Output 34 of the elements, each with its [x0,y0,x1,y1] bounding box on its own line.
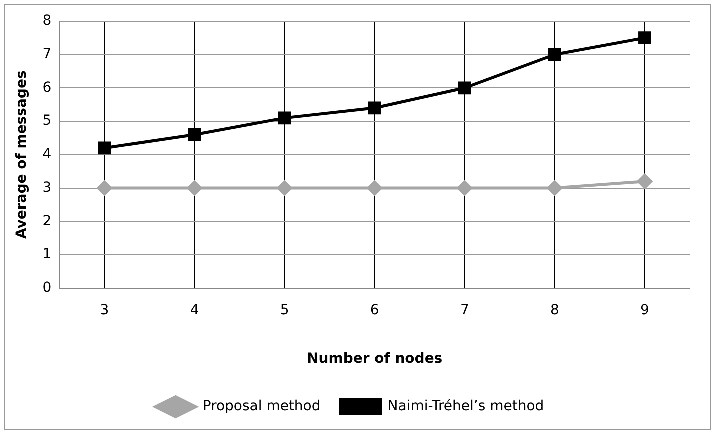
x-axis-title: Number of nodes [307,351,443,368]
point [278,112,292,125]
y-tick-label: 5 [42,113,52,130]
x-tick-label: 7 [460,302,470,318]
x-tick-label: 5 [280,302,290,318]
y-tick-label: 6 [42,80,52,96]
y-tick-label: 1 [42,246,52,263]
point [97,180,112,196]
point [98,142,112,155]
legend-label: Naimi-Tréhel’s method [388,398,544,415]
point [368,102,382,115]
y-tick-label: 2 [42,213,52,230]
x-tick-label: 8 [550,302,560,318]
point [188,128,202,142]
point [277,180,292,196]
y-tick-label: 7 [42,46,52,62]
y-tick-label: 0 [42,280,52,296]
point [548,48,562,62]
y-tick-label: 4 [42,146,52,163]
point [638,32,652,45]
y-tick-label: 3 [42,180,52,196]
point [458,82,472,95]
y-tick-label: 8 [42,13,52,30]
x-tick-label: 6 [370,302,380,318]
y-axis-title: Average of messages [14,70,30,240]
x-tick-label: 9 [640,302,650,318]
point [547,180,562,196]
x-tick-label: 3 [100,302,110,318]
point [367,180,382,196]
point [187,180,202,196]
legend-label: Proposal method [202,398,321,415]
x-tick-label: 4 [190,302,200,318]
point [457,180,472,196]
point [637,174,652,190]
